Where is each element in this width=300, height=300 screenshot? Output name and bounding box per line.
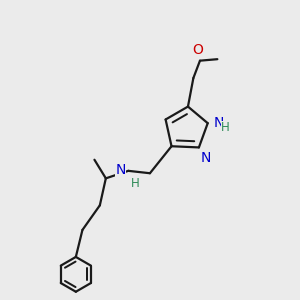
Text: N: N (213, 116, 224, 130)
Text: O: O (193, 43, 204, 57)
Text: N: N (200, 151, 211, 165)
Text: H: H (130, 177, 139, 190)
Text: N: N (116, 163, 126, 177)
Text: H: H (221, 121, 230, 134)
